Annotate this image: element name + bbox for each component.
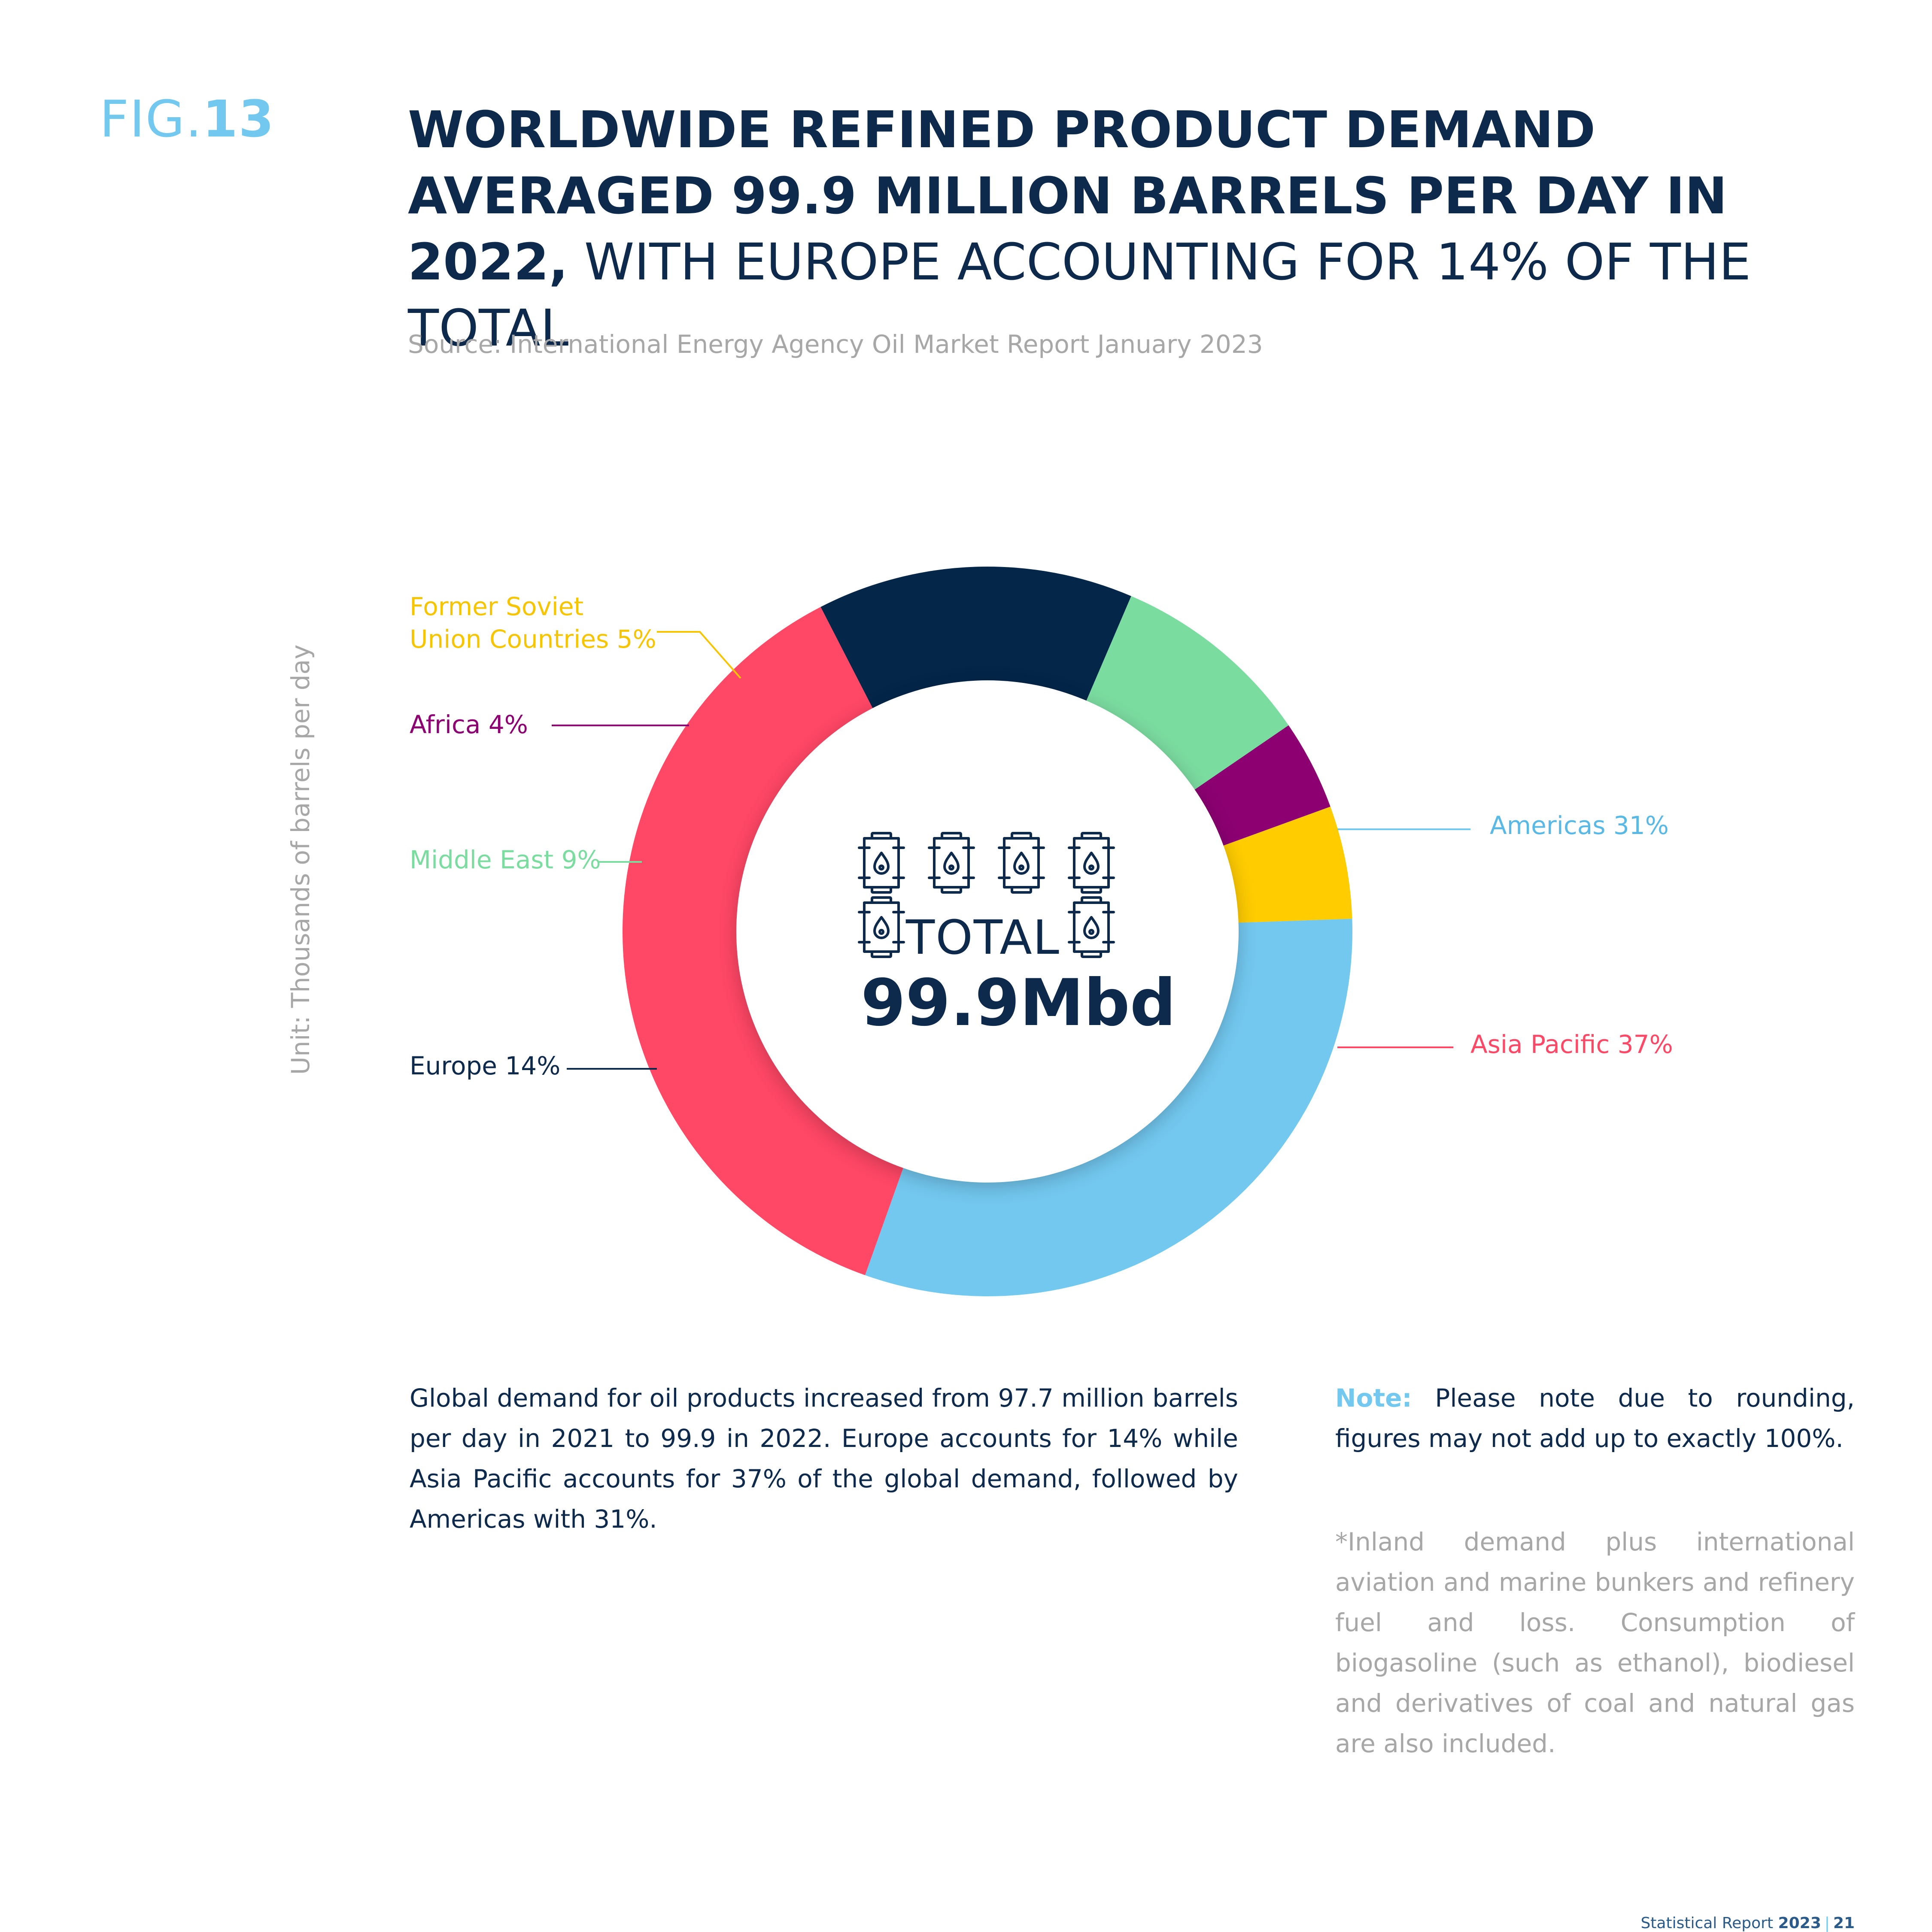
figure-prefix: FIG. (100, 89, 203, 149)
oil-barrel-icon (1066, 895, 1117, 961)
center-total-label: TOTAL (906, 910, 1060, 965)
oil-barrel-icon (926, 831, 977, 897)
page-footer: Statistical Report 2023 | 21 (1640, 1914, 1855, 1932)
label-middle-east: Middle East 9% (410, 845, 601, 874)
label-africa: Africa 4% (410, 710, 528, 739)
label-asia-pacific: Asia Pacific 37% (1470, 1030, 1673, 1059)
oil-barrel-icon (996, 831, 1047, 897)
chart-title: WORLDWIDE REFINED PRODUCT DEMAND AVERAGE… (408, 97, 1782, 361)
label-europe: Europe 14% (410, 1051, 561, 1080)
center-hole (736, 680, 1239, 1183)
leader-former-soviet (657, 631, 741, 679)
footer-separator: | (1824, 1914, 1830, 1932)
note-body: Please note due to rounding, figures may… (1335, 1383, 1855, 1453)
label-fsu-line2: Union Countries 5% (410, 625, 656, 654)
oil-barrel-icon (856, 831, 907, 897)
oil-barrel-icon (1066, 831, 1117, 897)
chart-title-bold: WORLDWIDE REFINED PRODUCT DEMAND AVERAGE… (408, 100, 1727, 291)
footer-page-number: 21 (1833, 1914, 1855, 1932)
chart-title-regular: WITH EUROPE ACCOUNTING FOR 14% OF THE TO… (408, 232, 1751, 358)
label-americas: Americas 31% (1490, 811, 1669, 840)
footer-year: 2023 (1778, 1914, 1821, 1932)
center-total-value: 99.9Mbd (861, 966, 1176, 1040)
figure-number-value: 13 (202, 89, 275, 149)
source-text: Source: International Energy Agency Oil … (408, 330, 1263, 359)
label-fsu-line1: Former Soviet (410, 592, 584, 621)
footnote-paragraph: *Inland demand plus international aviati… (1335, 1527, 1855, 1758)
footer-report: Statistical Report (1640, 1914, 1778, 1932)
label-former-soviet-union: Former Soviet Union Countries 5% (410, 590, 656, 655)
oil-barrel-icon (856, 895, 907, 961)
figure-number: FIG.13 (100, 89, 275, 149)
note-label: Note: (1335, 1383, 1412, 1413)
body-paragraph: Global demand for oil products increased… (410, 1383, 1238, 1534)
leader-lines (552, 631, 1470, 1070)
note-paragraph: Note: Please note due to rounding, figur… (1335, 1378, 1855, 1459)
